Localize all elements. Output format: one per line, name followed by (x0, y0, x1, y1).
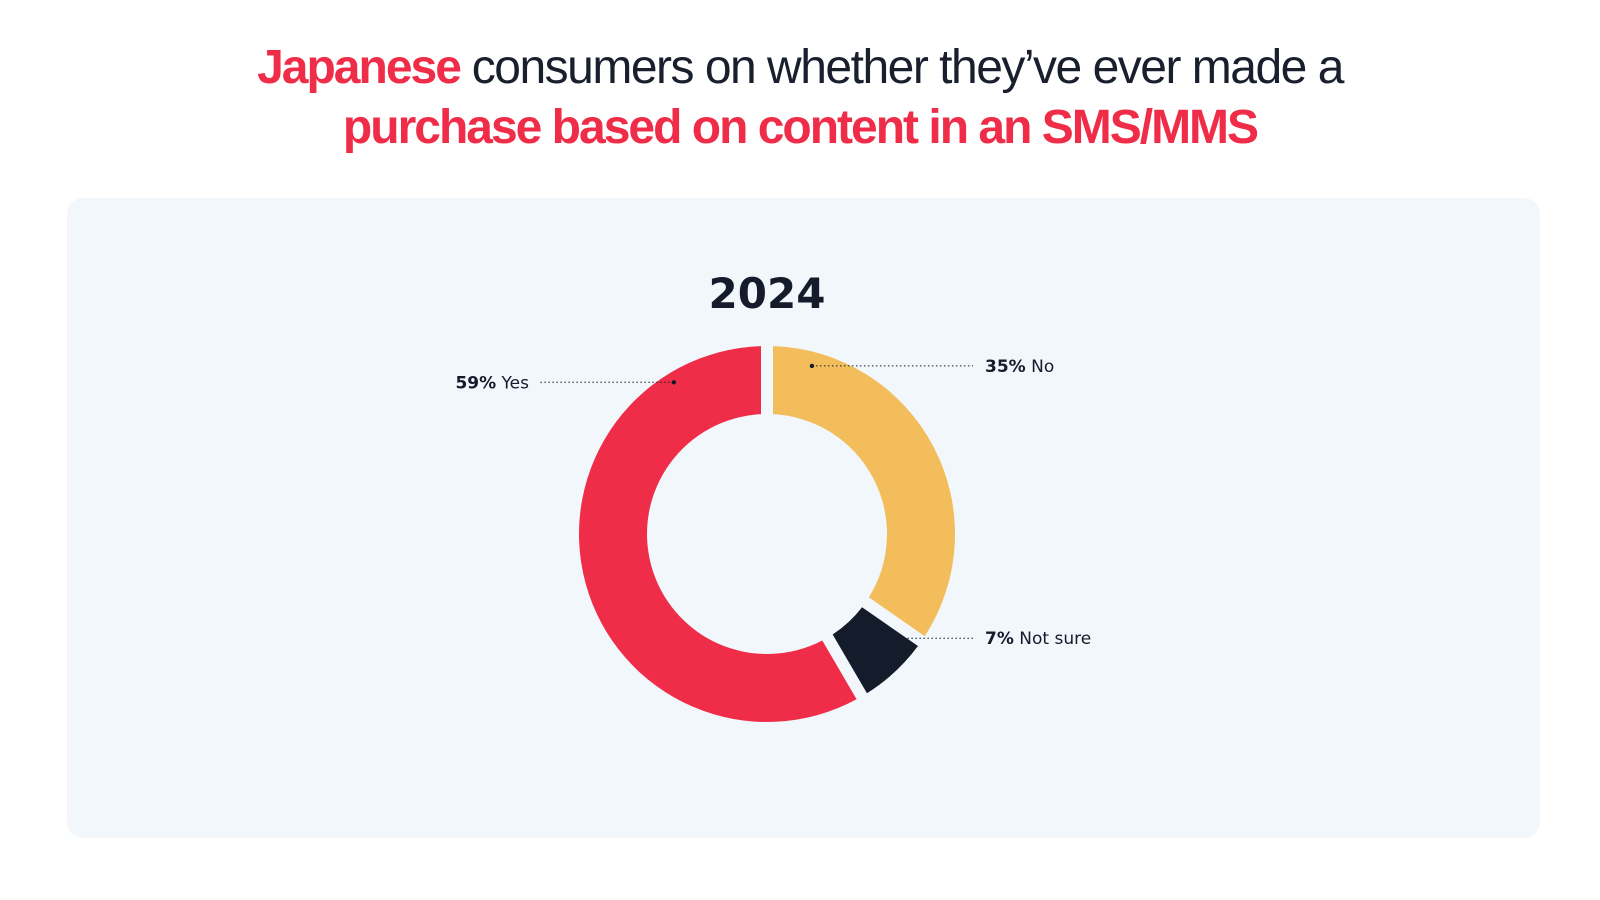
donut-slices (578, 346, 955, 722)
donut-chart: 2024 35% No 7% Not sure 59% Yes (455, 269, 1091, 722)
slice-not-sure (832, 607, 918, 694)
title-line-2: purchase based on content in an SMS/MMS (342, 101, 1259, 154)
title-accent-country: Japanese (257, 41, 462, 94)
title-line-1: Japanese consumers on whether they’ve ev… (0, 38, 1600, 98)
data-label-not-sure: 7% Not sure (985, 629, 1091, 649)
chart-panel: 2024 35% No 7% Not sure 59% Yes (67, 198, 1540, 838)
title-text: consumers on whether they’ve ever made a (459, 41, 1345, 94)
slice-labels: 35% No 7% Not sure 59% Yes (455, 357, 1091, 649)
data-label-no: 35% No (985, 357, 1054, 377)
slice-no (772, 346, 955, 637)
chart-year-label: 2024 (709, 269, 826, 318)
data-label-yes: 59% Yes (455, 373, 529, 393)
slice-yes (578, 346, 857, 722)
chart-title: Japanese consumers on whether they’ve ev… (0, 38, 1600, 158)
